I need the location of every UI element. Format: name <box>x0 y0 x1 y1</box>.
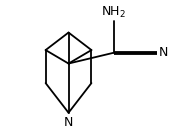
Text: NH$_2$: NH$_2$ <box>101 5 126 20</box>
Text: N: N <box>158 46 168 59</box>
Text: N: N <box>64 116 73 129</box>
